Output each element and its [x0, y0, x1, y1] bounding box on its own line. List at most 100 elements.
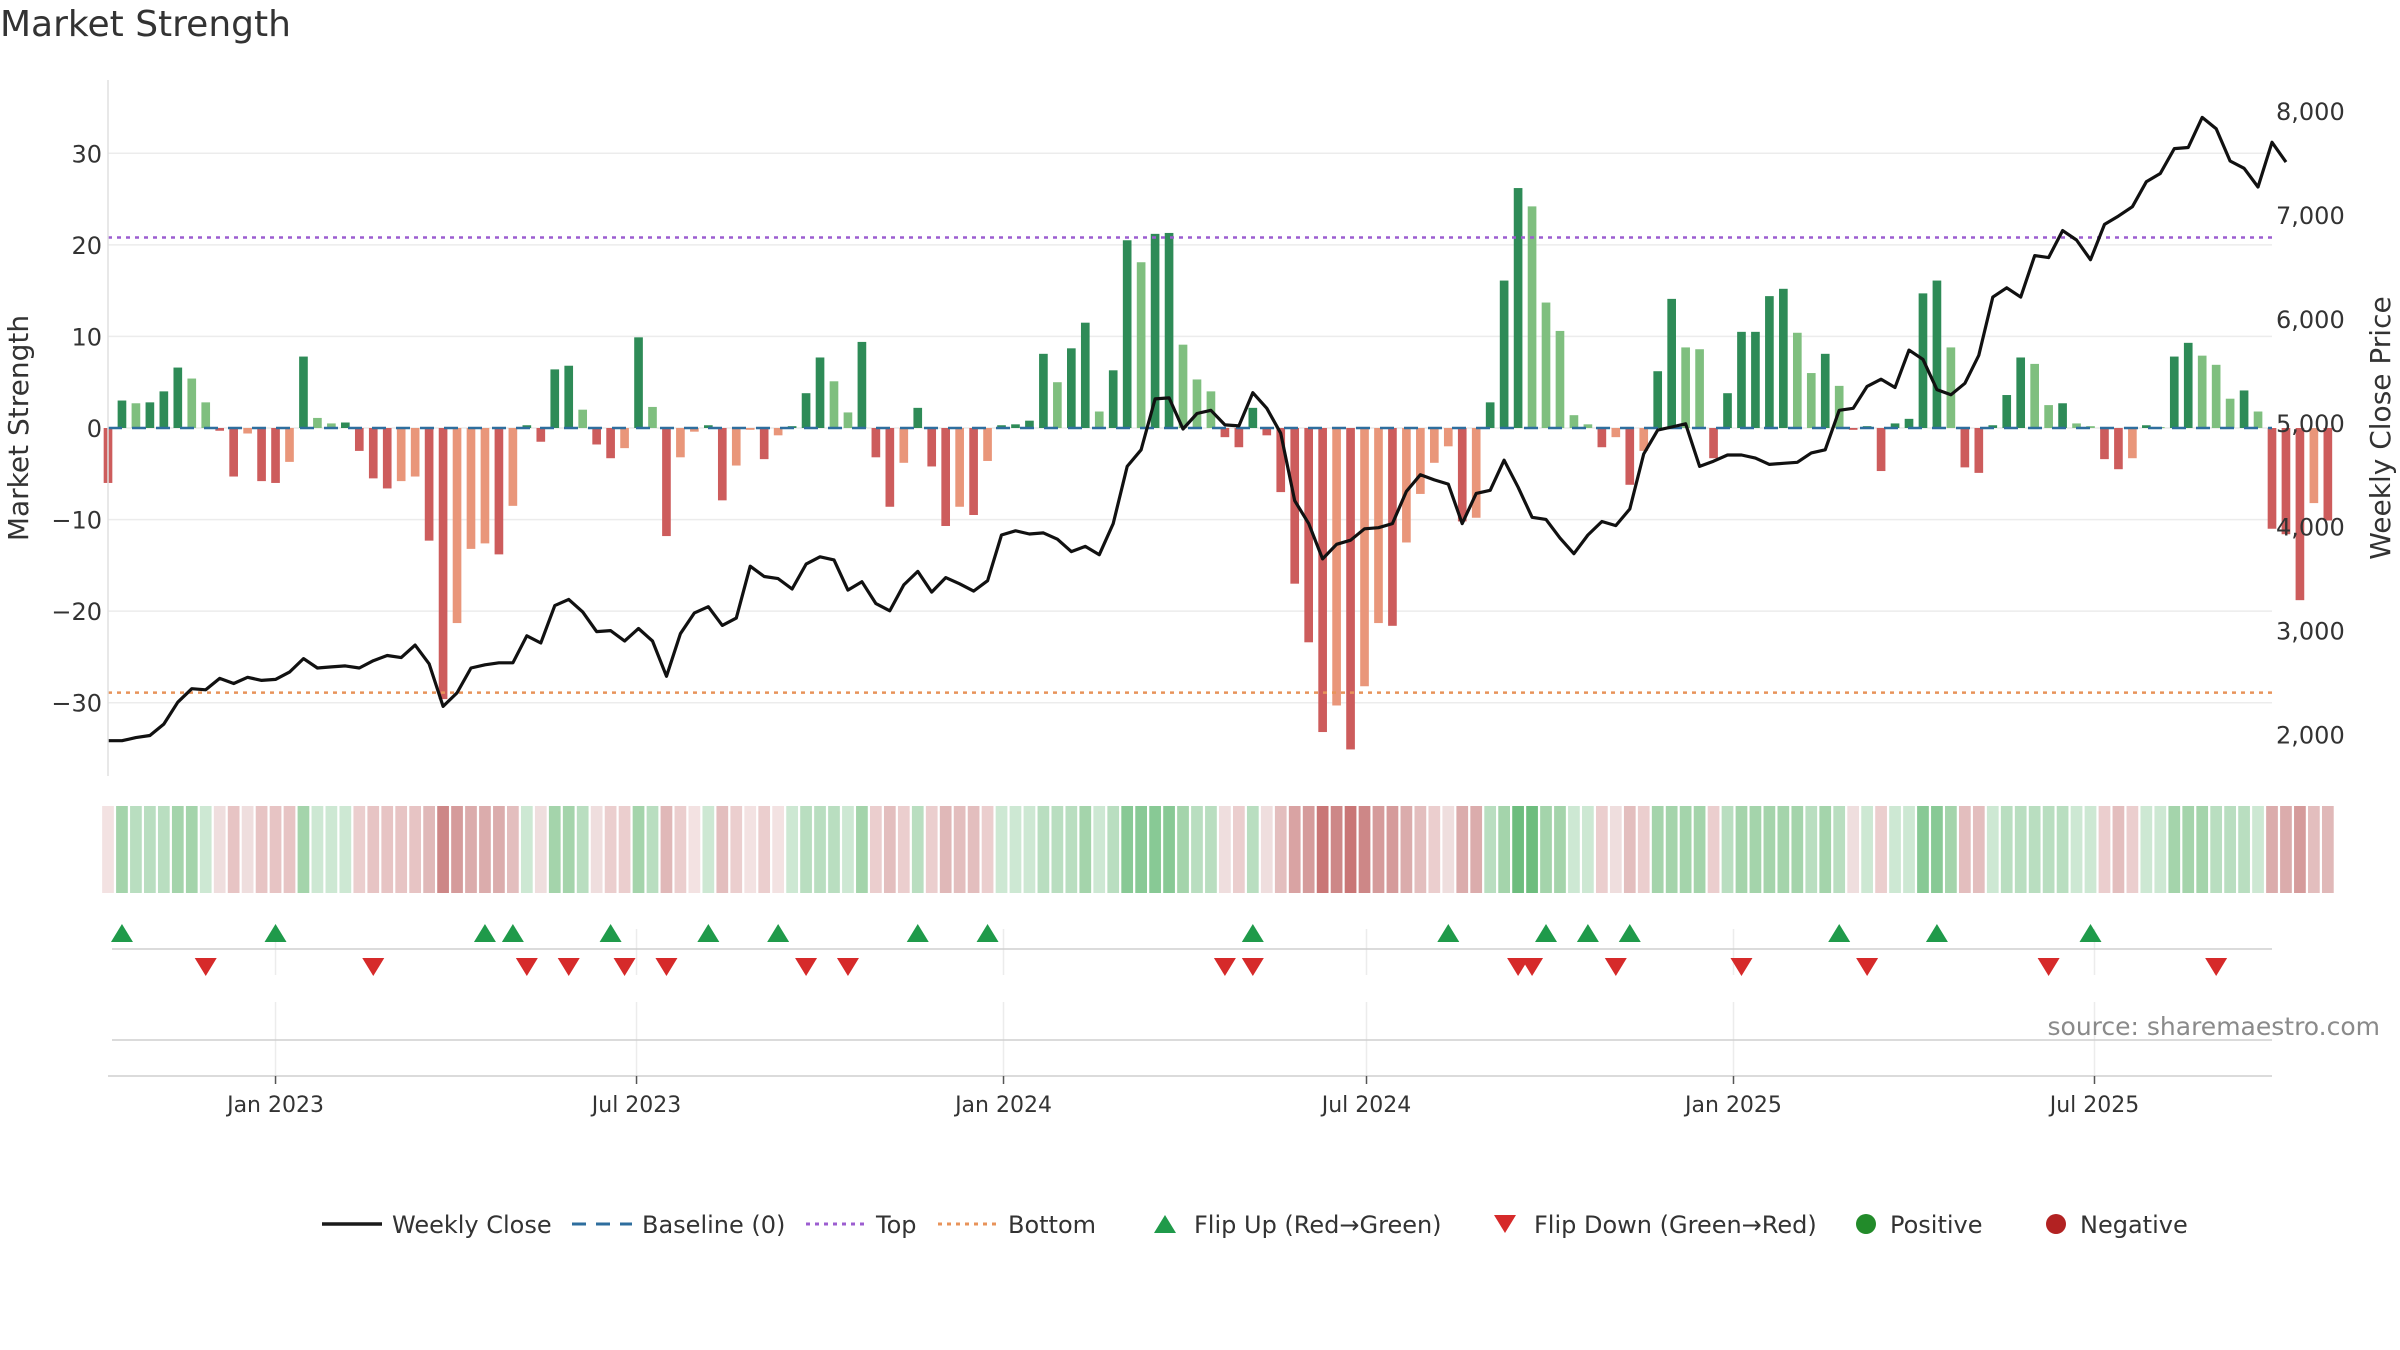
heat-cell: [814, 806, 826, 893]
heat-cell: [870, 806, 882, 893]
heat-cell: [660, 806, 673, 893]
heat-cell: [562, 806, 575, 893]
heat-cell: [2308, 806, 2320, 893]
grid-lines: [108, 152, 2272, 1078]
flip-signal-markers: [110, 924, 2272, 976]
heat-cell: [618, 806, 631, 893]
strength-bar: [717, 428, 727, 501]
strength-bar: [1164, 232, 1174, 428]
flip-down-marker: [1507, 958, 1530, 976]
strength-bar: [1792, 332, 1802, 428]
flip-down-marker: [515, 958, 538, 976]
chart-title: Market Strength: [0, 4, 291, 45]
heat-cell: [1135, 806, 1147, 893]
strength-bar: [173, 367, 183, 428]
strength-bar: [131, 403, 141, 428]
strength-bar: [1737, 331, 1746, 428]
strength-bar: [592, 428, 601, 445]
strength-bar: [215, 428, 225, 431]
heat-cell: [395, 806, 408, 893]
heat-cell: [1582, 806, 1594, 893]
heat-cell: [1651, 806, 1664, 893]
right-tick-label: 8,000: [2276, 98, 2345, 126]
heat-cell: [1456, 806, 1469, 893]
strength-bar: [885, 428, 895, 507]
strength-bar: [1765, 296, 1774, 428]
heat-cell: [1358, 806, 1371, 893]
strength-bar: [1443, 428, 1453, 447]
strength-bar: [229, 428, 238, 477]
heat-cell: [1414, 806, 1427, 893]
heat-cell: [2056, 806, 2069, 893]
legend-label: Flip Up (Red→Green): [1194, 1211, 1442, 1239]
heat-cell: [632, 806, 645, 893]
strength-bar: [1541, 302, 1551, 428]
heat-cell: [1191, 806, 1203, 893]
strength-bar: [1695, 349, 1704, 428]
strength-bar: [1960, 428, 1970, 468]
strength-bar: [313, 417, 322, 428]
strength-bar: [1416, 428, 1425, 494]
flip-down-marker: [795, 958, 818, 976]
heat-cell: [2112, 806, 2125, 893]
strength-bar: [438, 428, 448, 700]
strength-bar: [997, 425, 1006, 428]
left-tick-label: −30: [51, 690, 102, 718]
heat-cell: [1065, 806, 1078, 893]
heat-cell: [856, 806, 868, 893]
strength-bar: [704, 425, 713, 428]
strength-bar: [368, 428, 378, 479]
flip-up-marker: [473, 924, 496, 942]
flip-down-marker: [1856, 958, 1879, 976]
heat-cell: [1149, 806, 1161, 893]
heat-cell: [130, 806, 142, 893]
strength-bar: [941, 428, 951, 526]
heat-cell: [1595, 806, 1608, 893]
strength-bar: [662, 428, 671, 537]
strength-bar: [871, 428, 881, 458]
heat-cell: [1986, 806, 1999, 893]
flip-up-marker: [1241, 924, 1264, 942]
heat-cell: [897, 806, 910, 893]
legend-label: Weekly Close: [392, 1211, 552, 1239]
heat-cell: [646, 806, 659, 893]
flip-down-marker: [194, 958, 217, 976]
heat-cell: [1945, 806, 1957, 893]
heat-cell: [1023, 806, 1036, 893]
heat-cell: [1847, 806, 1860, 893]
strength-bar: [578, 409, 588, 428]
flip-up-marker: [599, 924, 622, 942]
left-tick-label: −20: [51, 598, 102, 626]
strength-bar: [620, 428, 629, 449]
heat-cell: [1875, 806, 1887, 893]
strength-bar: [2016, 357, 2026, 428]
heat-cell: [381, 806, 394, 893]
heat-cell: [1819, 806, 1832, 893]
strength-bar: [690, 428, 699, 432]
strength-bar: [969, 428, 978, 515]
right-tick-label: 7,000: [2276, 202, 2345, 230]
strength-bar: [480, 428, 490, 544]
heat-cell: [1777, 806, 1790, 893]
strength-bar: [1597, 428, 1607, 448]
heat-cell: [1121, 806, 1134, 893]
right-tick-label: 2,000: [2276, 721, 2345, 749]
heat-cell: [2042, 806, 2055, 893]
flip-down-marker: [557, 958, 580, 976]
strength-bar: [815, 357, 825, 428]
heat-cell: [2154, 806, 2167, 893]
heat-cell: [116, 806, 128, 893]
heat-cell: [1609, 806, 1622, 893]
legend-triangle-up-icon: [1154, 1215, 1176, 1233]
heat-cell: [479, 806, 491, 893]
reference-lines: [108, 236, 2272, 694]
heat-cell: [1079, 806, 1092, 893]
strength-bar: [285, 428, 294, 462]
strength-bar: [243, 428, 252, 434]
heat-cell: [1498, 806, 1510, 893]
heat-cell: [493, 806, 505, 893]
right-tick-label: 5,000: [2276, 410, 2345, 438]
left-tick-label: 10: [71, 323, 102, 351]
strength-bar: [1234, 428, 1244, 448]
heat-cell: [157, 806, 170, 893]
